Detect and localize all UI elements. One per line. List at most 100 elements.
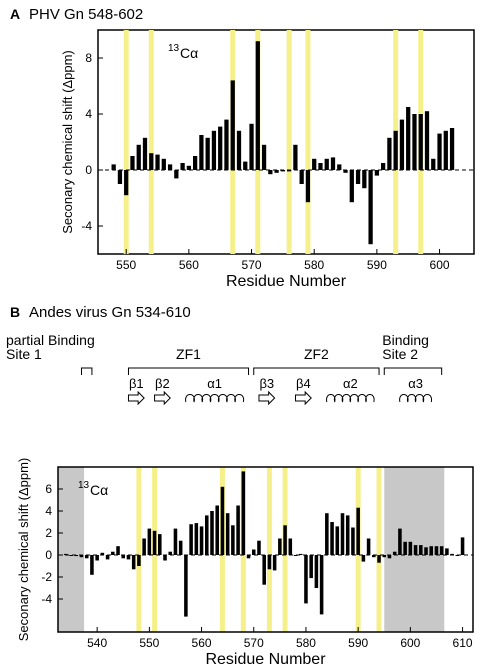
region-label: ZF1 [176, 346, 201, 362]
bar-residue-535 [69, 555, 73, 556]
chart-a-annotation: Cα [180, 45, 198, 61]
region-label: Site 2 [382, 346, 418, 362]
x-tick-label: 560 [179, 258, 199, 272]
bar-residue-573 [267, 555, 272, 570]
bar-residue-575 [278, 538, 282, 555]
strand-arrow-icon [258, 390, 276, 406]
bar-residue-600 [437, 133, 442, 170]
bar-residue-571 [257, 540, 261, 555]
bar-residue-599 [431, 158, 436, 170]
region-bracket [127, 367, 250, 375]
highlight-residue-548 [136, 467, 142, 632]
bar-residue-556 [161, 158, 166, 170]
bar-residue-570 [251, 549, 256, 555]
bar-residue-564 [211, 130, 217, 170]
bar-residue-568 [236, 130, 242, 170]
x-tick-label: 550 [139, 636, 159, 650]
bar-residue-582 [324, 158, 329, 170]
strand-arrow-icon [295, 390, 312, 406]
bar-residue-572 [262, 555, 266, 585]
x-tick-label: 610 [453, 636, 473, 650]
bar-residue-549 [142, 538, 146, 555]
bar-residue-576 [283, 525, 287, 555]
region-1: ZF1 [127, 346, 250, 375]
bar-residue-600 [408, 541, 413, 555]
bar-residue-537 [79, 555, 84, 558]
shaded-region-0 [58, 467, 85, 632]
bar-residue-562 [199, 135, 204, 170]
bar-residue-590 [356, 507, 360, 555]
bar-residue-569 [243, 161, 248, 170]
y-tick-label: 2 [45, 526, 52, 540]
highlight-residue-573 [266, 467, 272, 632]
element-label: β4 [296, 376, 311, 391]
y-tick-label: 4 [45, 504, 52, 518]
bar-residue-587 [355, 170, 361, 184]
bar-residue-587 [340, 513, 345, 555]
y-tick-label: 0 [85, 163, 92, 177]
y-tick-label: -4 [41, 592, 52, 606]
bar-residue-604 [429, 546, 434, 555]
bar-residue-565 [218, 126, 223, 170]
highlight-residue-550 [123, 30, 129, 254]
x-tick-label: 580 [296, 636, 316, 650]
x-tick-label: 560 [192, 636, 212, 650]
bar-residue-558 [189, 524, 193, 555]
bar-residue-592 [366, 538, 371, 555]
helix-coil-icon [399, 394, 432, 403]
bar-residue-560 [186, 165, 191, 170]
bar-residue-589 [351, 527, 355, 555]
chart-a-annotation-superscript: 13 [168, 43, 180, 54]
bar-residue-579 [305, 170, 311, 203]
bar-residue-576 [287, 170, 292, 172]
bar-residue-601 [443, 130, 448, 170]
region-bracket [383, 367, 443, 375]
helix-coil-icon [185, 394, 245, 403]
x-tick-label: 580 [304, 258, 324, 272]
y-tick-label: 6 [45, 482, 52, 496]
bar-residue-550 [147, 528, 152, 555]
bar-residue-542 [105, 555, 110, 560]
bar-residue-607 [445, 548, 449, 555]
bar-residue-581 [309, 555, 313, 579]
bar-residue-586 [349, 170, 354, 203]
bar-residue-572 [261, 144, 267, 170]
panel-a-letter: A [10, 6, 20, 22]
bar-residue-571 [255, 41, 260, 171]
chart-b-ylabel: Seconary chemical shift (Δppm) [16, 458, 31, 642]
bar-residue-568 [241, 471, 246, 555]
bar-residue-550 [124, 170, 129, 196]
bar-residue-608 [450, 553, 454, 555]
bar-residue-555 [173, 528, 178, 555]
bar-residue-610 [460, 537, 465, 555]
element-β1: β1 [127, 376, 145, 406]
x-tick-label: 570 [244, 636, 264, 650]
bar-residue-536 [74, 555, 79, 557]
chart-b-xlabel: Residue Number [205, 651, 326, 666]
x-tick-label: 570 [242, 258, 262, 272]
bar-residue-577 [288, 538, 293, 555]
bar-residue-602 [449, 128, 455, 170]
element-β2: β2 [154, 376, 171, 406]
bar-residue-605 [434, 546, 439, 555]
bar-residue-567 [236, 505, 240, 555]
bar-residue-578 [293, 555, 298, 556]
chart-b-annotation-superscript: 13 [78, 480, 90, 491]
element-α1: α1 [185, 376, 245, 403]
bar-residue-585 [343, 170, 348, 173]
bar-residue-595 [382, 555, 387, 558]
chart-a-frame [97, 29, 475, 255]
bar-residue-584 [337, 164, 342, 170]
bar-residue-554 [168, 551, 173, 555]
x-tick-label: 550 [116, 258, 136, 272]
bar-residue-558 [174, 170, 179, 179]
bar-residue-588 [362, 170, 367, 189]
element-α3: α3 [399, 376, 432, 403]
y-tick-label: 0 [45, 548, 52, 562]
bar-residue-543 [111, 551, 115, 555]
element-label: α1 [207, 376, 222, 391]
bar-residue-573 [268, 170, 273, 175]
y-tick-label: -4 [81, 219, 92, 233]
bar-residue-552 [136, 144, 141, 170]
